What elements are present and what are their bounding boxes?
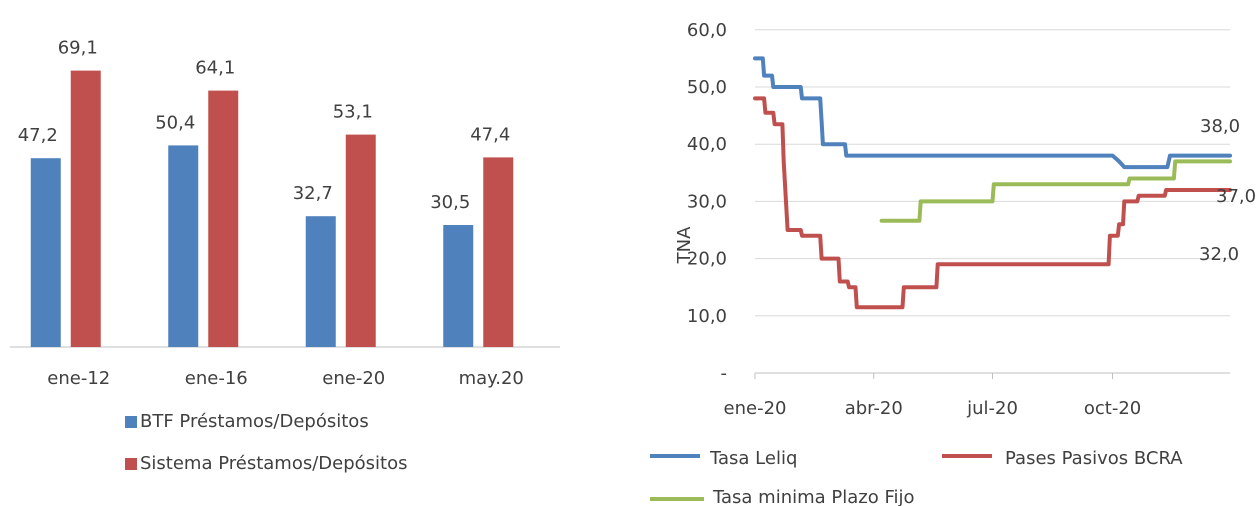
bar-sistema — [208, 90, 239, 347]
legend-label: Tasa Leliq — [709, 448, 797, 469]
y-tick-label: 30,0 — [687, 191, 727, 212]
x-tick-label: jul-20 — [966, 398, 1018, 419]
y-tick-label: 50,0 — [687, 77, 727, 98]
series-line — [753, 96, 1232, 310]
bar-btf — [30, 158, 61, 347]
y-axis-label: TNA — [674, 226, 695, 264]
bar-chart: 47,2 69,1 ene-12 50,4 64,1 ene-16 32,7 53,1 ene-… — [10, 38, 560, 474]
bar-sistema — [70, 70, 101, 347]
legend-label: BTF Préstamos/Depósitos — [140, 411, 369, 432]
x-tick-label: ene-16 — [185, 368, 248, 389]
x-tick-label: oct-20 — [1084, 398, 1141, 419]
y-tick-label: 10,0 — [687, 306, 727, 327]
legend-label: Pases Pasivos BCRA — [1005, 448, 1183, 469]
data-label: 30,5 — [430, 192, 470, 213]
data-label: 32,7 — [293, 183, 333, 204]
x-tick-label: ene-20 — [322, 368, 385, 389]
series-line — [879, 159, 1232, 223]
data-label: 50,4 — [155, 112, 195, 133]
legend-swatch — [125, 458, 137, 470]
x-tick-label: abr-20 — [845, 398, 903, 419]
bar-btf — [168, 145, 199, 347]
series-line — [753, 56, 1232, 170]
legend-label: Tasa minima Plazo Fijo — [712, 487, 915, 506]
data-label: 47,4 — [470, 124, 510, 145]
bar-sistema — [345, 134, 376, 347]
bar-btf — [305, 216, 336, 347]
bar-btf — [443, 225, 474, 347]
x-tick-label: ene-20 — [724, 398, 787, 419]
x-tick-label: may.20 — [459, 368, 524, 389]
x-tick-label: ene-12 — [47, 368, 110, 389]
bar-sistema — [483, 157, 514, 347]
y-tick-label: 20,0 — [687, 249, 727, 270]
end-label: 37,0 — [1216, 186, 1256, 207]
data-label: 64,1 — [195, 58, 235, 79]
y-tick-label: 60,0 — [687, 20, 727, 41]
y-tick-label: 40,0 — [687, 134, 727, 155]
legend-label: Sistema Préstamos/Depósitos — [140, 453, 408, 474]
end-label: 38,0 — [1200, 116, 1240, 137]
end-label: 32,0 — [1199, 244, 1239, 265]
legend-swatch — [125, 416, 137, 428]
data-label: 53,1 — [333, 102, 373, 123]
data-label: 47,2 — [18, 125, 58, 146]
y-tick-label: - — [721, 363, 728, 384]
data-label: 69,1 — [58, 38, 98, 59]
